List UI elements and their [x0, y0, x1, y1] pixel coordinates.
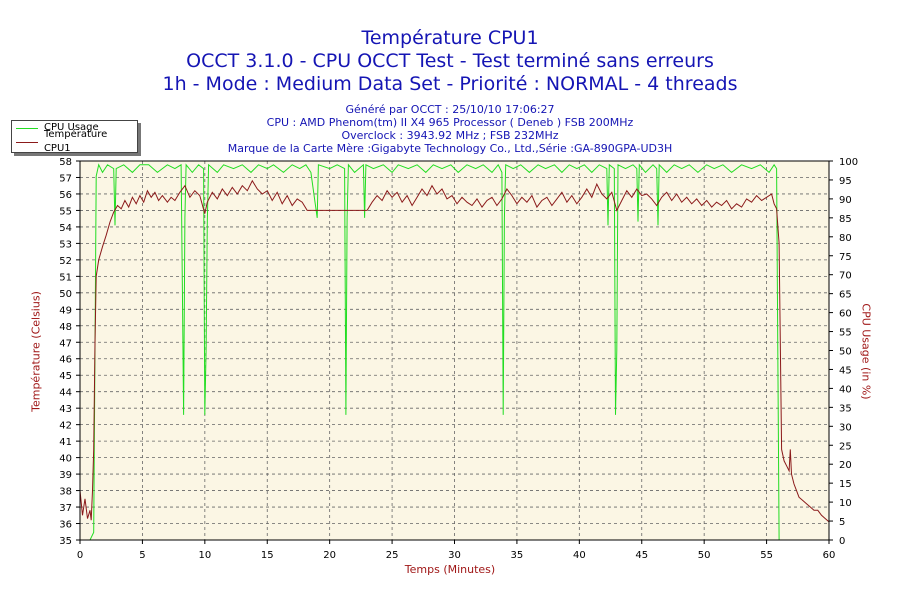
- y-right-tick-label: 40: [839, 384, 852, 395]
- x-tick-label: 60: [823, 550, 836, 561]
- y-right-axis-title: CPU Usage (in %): [859, 303, 873, 400]
- x-tick-label: 35: [511, 550, 524, 561]
- y-left-tick-label: 45: [59, 371, 72, 382]
- y-right-tick-label: 65: [839, 290, 852, 301]
- info-overclock: Overclock : 3943.92 MHz ; FSB 232MHz: [341, 129, 559, 142]
- chart-subtitle-mode: 1h - Mode : Medium Data Set - Priorité :…: [162, 73, 738, 95]
- x-tick-label: 30: [448, 550, 461, 561]
- y-right-tick-label: 30: [839, 422, 852, 433]
- y-left-tick-label: 38: [59, 487, 72, 498]
- y-left-tick-label: 44: [59, 388, 72, 399]
- y-left-tick-label: 43: [59, 404, 72, 415]
- info-generated: Généré par OCCT : 25/10/10 17:06:27: [345, 103, 555, 116]
- y-right-tick-label: 45: [839, 365, 852, 376]
- chart-title: Température CPU1: [361, 27, 539, 49]
- legend: CPU Usage Température CPU1: [11, 120, 138, 154]
- x-tick-label: 20: [323, 550, 336, 561]
- x-tick-label: 55: [760, 550, 773, 561]
- y-left-tick-label: 37: [59, 503, 72, 514]
- series-line-temperature: [79, 179, 830, 523]
- info-motherboard: Marque de la Carte Mère :Gigabyte Techno…: [227, 142, 673, 155]
- y-left-tick-label: 50: [59, 289, 72, 300]
- chart-subtitle-test: OCCT 3.1.0 - CPU OCCT Test - Test termin…: [186, 50, 714, 72]
- x-tick-label: 10: [198, 550, 211, 561]
- y-right-tick-label: 60: [839, 309, 852, 320]
- y-right-tick-label: 85: [839, 214, 852, 225]
- legend-item-cpu-usage: CPU Usage: [12, 121, 137, 135]
- y-right-tick-label: 15: [839, 479, 852, 490]
- y-right-tick-label: 20: [839, 460, 852, 471]
- x-tick-label: 5: [139, 550, 145, 561]
- y-left-tick-label: 42: [59, 421, 72, 432]
- x-tick-label: 15: [261, 550, 274, 561]
- x-tick-label: 25: [386, 550, 399, 561]
- y-left-tick-label: 47: [59, 338, 72, 349]
- y-left-tick-label: 48: [59, 322, 72, 333]
- plot-frame: [79, 160, 830, 541]
- y-left-tick-label: 57: [59, 173, 72, 184]
- info-cpu: CPU : AMD Phenom(tm) II X4 965 Processor…: [266, 116, 634, 129]
- y-right-tick-label: 90: [839, 195, 852, 206]
- legend-label-temperature: Température CPU1: [43, 129, 108, 154]
- y-right-tick-label: 25: [839, 441, 852, 452]
- legend-swatch-cpu-usage: [16, 127, 38, 129]
- legend-swatch-temperature: [16, 141, 38, 143]
- y-right-tick-label: 50: [839, 347, 852, 358]
- y-left-tick-label: 36: [59, 520, 72, 531]
- y-right-tick-label: 5: [839, 517, 845, 528]
- y-right-tick-label: 75: [839, 252, 852, 263]
- x-axis-title: Temps (Minutes): [404, 563, 496, 576]
- y-left-tick-label: 46: [59, 355, 72, 366]
- y-left-tick-label: 51: [59, 272, 72, 283]
- x-tick-label: 40: [573, 550, 586, 561]
- y-right-tick-label: 95: [839, 176, 852, 187]
- y-left-tick-label: 54: [59, 223, 72, 234]
- y-right-tick-label: 100: [839, 157, 858, 168]
- x-tick-label: 0: [77, 550, 83, 561]
- y-left-tick-label: 49: [59, 305, 72, 316]
- x-tick-label: 50: [698, 550, 711, 561]
- legend-label-cpu-usage: CPU Usage: [44, 122, 99, 133]
- series-line-cpu-usage: [80, 163, 829, 541]
- x-tick-label: 45: [635, 550, 648, 561]
- y-left-tick-label: 39: [59, 470, 72, 481]
- y-right-tick-label: 80: [839, 233, 852, 244]
- y-left-tick-label: 55: [59, 206, 72, 217]
- y-left-tick-label: 40: [59, 454, 72, 465]
- y-right-tick-label: 70: [839, 271, 852, 282]
- y-left-axis-title: Température (Celsius): [29, 291, 43, 412]
- y-left-tick-label: 56: [59, 190, 72, 201]
- y-left-tick-label: 35: [59, 536, 72, 547]
- y-left-tick-label: 41: [59, 437, 72, 448]
- y-right-tick-label: 0: [839, 536, 845, 547]
- y-left-tick-label: 58: [59, 157, 72, 168]
- y-right-tick-label: 55: [839, 328, 852, 339]
- y-left-tick-label: 52: [59, 256, 72, 267]
- y-right-tick-label: 35: [839, 403, 852, 414]
- y-right-tick-label: 10: [839, 498, 852, 509]
- y-left-tick-label: 53: [59, 239, 72, 250]
- legend-item-temperature: Température CPU1: [12, 129, 137, 154]
